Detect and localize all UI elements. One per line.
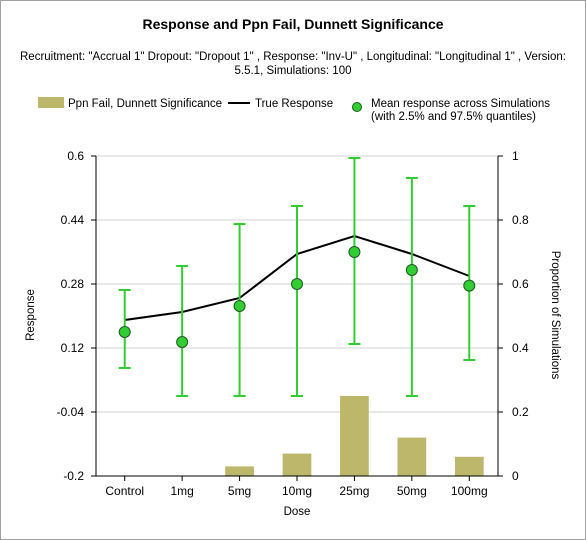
bar <box>397 437 427 476</box>
bar-series <box>225 396 484 476</box>
mean-response-point <box>405 264 418 276</box>
mean-response-point <box>291 278 303 290</box>
legend-line-label: True Response <box>255 98 333 110</box>
mean-response-series <box>118 246 476 348</box>
x-tick-label: 1mg <box>170 484 193 498</box>
legend-points-label: Mean response across Simulations (with 2… <box>371 98 553 123</box>
y-right-tick-label: 0 <box>512 469 519 483</box>
legend-bar-label: Ppn Fail, Dunnett Significance <box>68 98 222 110</box>
chart-title: Response and Ppn Fail, Dunnett Significa… <box>142 16 444 32</box>
y-right-tick-label: 0.6 <box>512 277 529 291</box>
mean-response-point <box>233 300 246 312</box>
legend-bar-swatch <box>38 97 64 108</box>
y-right-tick-label: 0.8 <box>512 213 529 227</box>
errorbar <box>405 177 418 397</box>
errorbar <box>176 265 189 397</box>
bar <box>454 456 484 476</box>
y-left-tick-label: -0.2 <box>63 469 84 483</box>
mean-response-point <box>176 336 189 348</box>
x-tick-label: 5mg <box>228 484 251 498</box>
tick-labels: 0.6 0.44 0.28 0.12 -0.04 -0.2 1 0.8 0.6 0.4 0.2 0 Co… <box>57 149 529 498</box>
bar <box>340 396 369 476</box>
bar <box>225 466 254 476</box>
mean-response-point <box>348 246 361 258</box>
y-right-tick-label: 1 <box>512 149 519 163</box>
legend: Ppn Fail, Dunnett Significance True Resp… <box>38 97 553 123</box>
y-right-tick-label: 0.2 <box>512 405 529 419</box>
errorbar <box>291 205 303 397</box>
chart-subtitle: Recruitment: "Accrual 1" Dropout: "Dropo… <box>20 51 566 77</box>
x-tick-label: 10mg <box>282 484 312 498</box>
bar <box>282 453 312 476</box>
y-axis-right-label: Proportion of Simulations <box>549 251 561 380</box>
y-axis-left-label: Response <box>25 289 37 341</box>
x-tick-label: Control <box>105 484 144 498</box>
x-axis-label: Dose <box>284 506 311 518</box>
mean-response-point <box>463 279 476 292</box>
mean-response-point <box>118 326 131 338</box>
legend-points-swatch <box>352 102 362 112</box>
y-left-tick-label: 0.12 <box>61 341 85 355</box>
y-right-tick-label: 0.4 <box>512 341 529 355</box>
y-left-tick-label: 0.44 <box>61 213 85 227</box>
y-left-tick-label: 0.28 <box>61 277 85 291</box>
axes <box>91 155 503 481</box>
errorbar-series <box>118 157 476 397</box>
x-tick-label: 25mg <box>339 484 369 498</box>
x-tick-label: 100mg <box>451 484 488 498</box>
y-left-tick-label: 0.6 <box>67 149 84 163</box>
y-left-tick-label: -0.04 <box>57 405 85 419</box>
x-tick-label: 50mg <box>397 484 427 498</box>
